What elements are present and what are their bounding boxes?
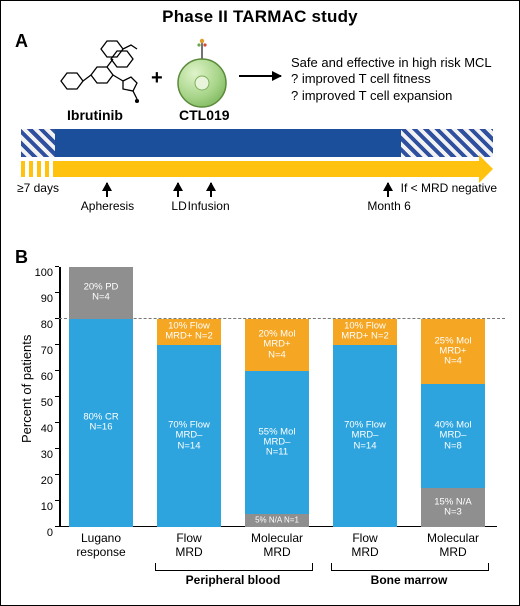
event-arrow [106,183,108,197]
ctl019-icon [169,37,235,111]
y-tick: 20 [41,475,53,487]
segment-label: 20% MolMRD+N=4 [245,329,309,360]
timeline-leadin [21,161,55,177]
leadin-label: ≥7 days [17,181,59,195]
segment-label: 70% FlowMRD–N=14 [157,420,221,451]
y-tick: 40 [41,423,53,435]
bar-pb-flow: 70% FlowMRD–N=14 10% FlowMRD+ N=2 [157,319,221,527]
bar-lugano: 80% CRN=16 20% PDN=4 [69,267,133,527]
segment-label: 20% PDN=4 [69,283,133,304]
segment: 55% MolMRD–N=11 [245,371,309,514]
event-arrow [210,183,212,197]
bar-bm-flow: 70% FlowMRD–N=14 10% FlowMRD+ N=2 [333,319,397,527]
segment: 20% MolMRD+N=4 [245,319,309,371]
segment-label: 40% MolMRD–N=8 [421,420,485,451]
y-axis-label: Percent of patients [19,335,34,443]
group-bracket [155,563,313,571]
y-tick: 30 [41,449,53,461]
group-bracket [331,563,489,571]
segment: 80% CRN=16 [69,319,133,527]
segment-label: 70% FlowMRD–N=14 [333,420,397,451]
group-label: Bone marrow [333,573,485,587]
y-tick-mark [55,500,59,501]
y-tick-mark [55,370,59,371]
y-tick: 60 [41,371,53,383]
segment: 10% FlowMRD+ N=2 [157,319,221,345]
claims-text: Safe and effective in high risk MCL ? im… [291,55,492,104]
event-label: Infusion [188,199,230,213]
event-arrow [387,183,389,197]
panel-b-label: B [15,247,28,268]
timeline-solid-bar [55,129,401,157]
y-tick: 90 [41,293,53,305]
event-label: Apheresis [81,199,134,213]
panel-a-label: A [15,31,28,52]
y-tick: 70 [41,345,53,357]
event-arrow [177,183,179,197]
x-label: Luganoresponse [69,531,133,559]
segment-label: 55% MolMRD–N=11 [245,427,309,458]
plus-sign: + [151,67,163,90]
segment: 15% N/AN=3 [421,488,485,527]
segment-label: 25% MolMRD+N=4 [421,336,485,367]
bar-pb-mol: 5% N/A N=1 55% MolMRD–N=11 20% MolMRD+N=4 [245,319,309,527]
bar-bm-mol: 15% N/AN=3 40% MolMRD–N=8 25% MolMRD+N=4 [421,319,485,527]
figure: Phase II TARMAC study A Ibrutinib + [0,0,520,606]
segment-label: 80% CRN=16 [69,413,133,434]
y-tick: 50 [41,397,53,409]
segment-label: 5% N/A N=1 [245,516,309,525]
y-tick-mark [55,422,59,423]
ibrutinib-structure-icon [51,35,141,107]
y-tick-mark [55,448,59,449]
segment: 40% MolMRD–N=8 [421,384,485,488]
y-tick-mark [55,292,59,293]
segment: 25% MolMRD+N=4 [421,319,485,384]
claim-1: Safe and effective in high risk MCL [291,55,492,71]
plot-area: 010203040506070809010080% CRN=1620% PDN=… [59,267,497,527]
event-label: Month 6 [367,199,410,213]
x-label: MolecularMRD [245,531,309,559]
y-tick: 0 [47,527,53,539]
segment-label: 10% FlowMRD+ N=2 [333,322,397,343]
panel-b: B Percent of patients 010203040506070809… [1,247,519,599]
y-tick-mark [55,474,59,475]
if-mrd-label: If < MRD negative [401,181,497,195]
y-tick-mark [55,526,59,527]
arrow-right-icon [239,75,281,77]
timeline-arrow [55,161,479,177]
segment: 10% FlowMRD+ N=2 [333,319,397,345]
segment-label: 10% FlowMRD+ N=2 [157,322,221,343]
y-tick-mark [55,396,59,397]
y-tick: 80 [41,319,53,331]
segment-label: 15% N/AN=3 [421,497,485,518]
y-tick-mark [55,266,59,267]
bar-chart: 010203040506070809010080% CRN=1620% PDN=… [59,267,497,527]
figure-title: Phase II TARMAC study [1,1,519,29]
y-tick: 100 [35,267,53,279]
segment: 70% FlowMRD–N=14 [333,345,397,527]
y-tick-mark [55,344,59,345]
y-tick: 10 [41,501,53,513]
ibrutinib-label: Ibrutinib [67,107,123,123]
segment: 20% PDN=4 [69,267,133,319]
timeline: ≥7 days If < MRD negative ApheresisLDInf… [21,155,493,227]
segment: 70% FlowMRD–N=14 [157,345,221,527]
claim-3: ? improved T cell expansion [291,88,492,104]
panel-a: A Ibrutinib + [1,29,519,247]
segment: 5% N/A N=1 [245,514,309,527]
event-label: LD [171,199,186,213]
x-label: FlowMRD [157,531,221,559]
ctl019-label: CTL019 [179,107,230,123]
x-label: FlowMRD [333,531,397,559]
claim-2: ? improved T cell fitness [291,71,492,87]
x-label: MolecularMRD [421,531,485,559]
group-label: Peripheral blood [157,573,309,587]
